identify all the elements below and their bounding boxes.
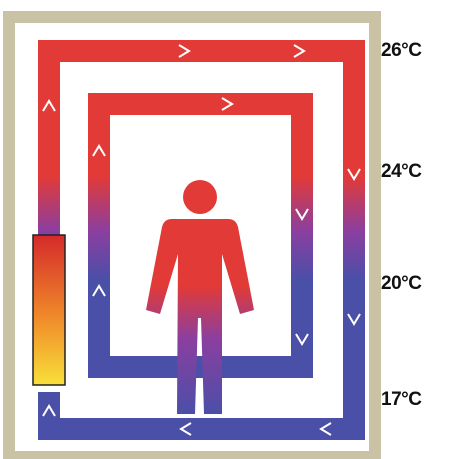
flow-chevron-right (221, 97, 234, 111)
person-icon (146, 180, 254, 414)
flow-chevron-right (293, 44, 306, 58)
person-body (146, 219, 254, 414)
flow-chevron-down (347, 313, 361, 326)
flow-chevron-up (42, 404, 56, 417)
person-head (183, 180, 217, 214)
flow-chevron-down (347, 168, 361, 181)
flow-chevron-up (92, 144, 106, 157)
flow-chevron-down (295, 333, 309, 346)
temperature-label-bottom: 17°C (381, 389, 422, 410)
flow-chevron-left (319, 422, 332, 436)
temperature-label-top: 26°C (381, 40, 422, 61)
radiator (32, 234, 66, 386)
flow-chevron-down (295, 208, 309, 221)
frame-border (3, 11, 381, 459)
temperature-label-upper: 24°C (381, 161, 422, 182)
flow-chevron-right (178, 44, 191, 58)
flow-chevron-up (42, 99, 56, 112)
temperature-label-lower: 20°C (381, 273, 422, 294)
flow-chevron-left (179, 422, 192, 436)
flow-chevron-up (92, 284, 106, 297)
